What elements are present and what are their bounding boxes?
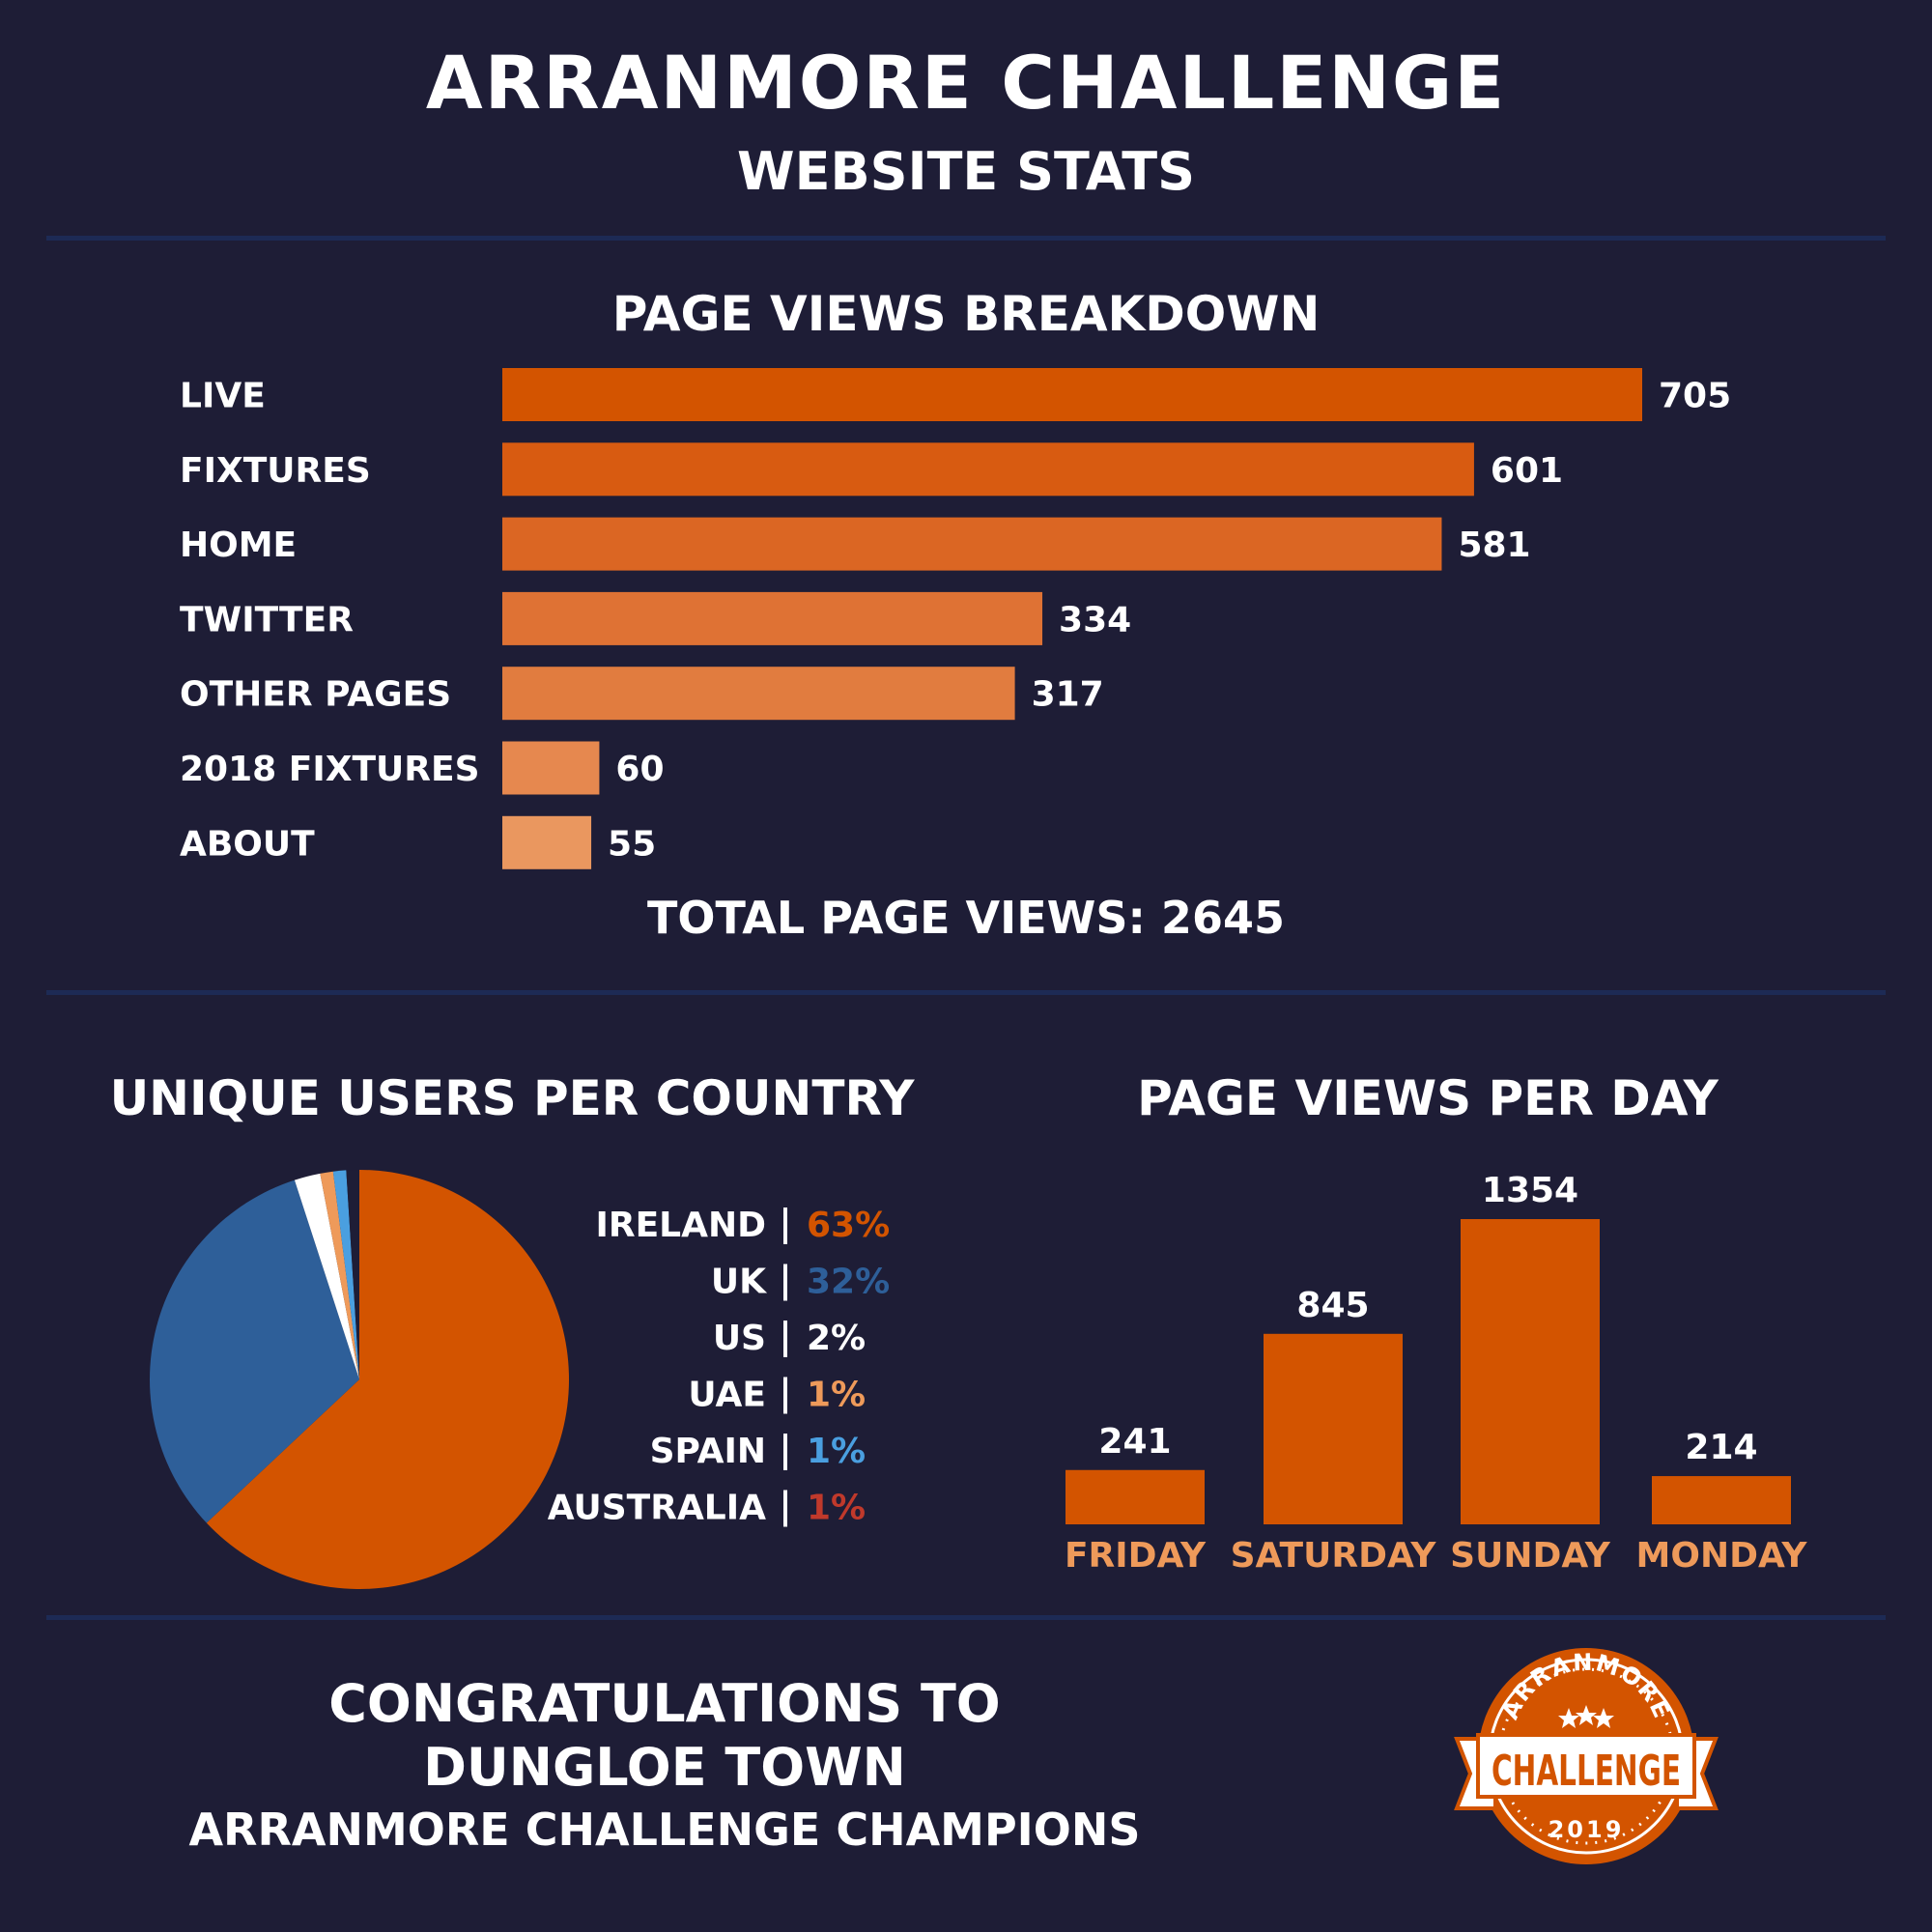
bar-label-home: HOME [180,526,297,565]
legend-separator-uae [783,1377,787,1414]
pie-slice-ireland [206,1170,569,1589]
bar-label-fixtures: FIXTURES [180,451,371,491]
unique-users-pie-chart [149,1170,569,1589]
legend-value-us: 2% [807,1319,866,1358]
page-views-per-day-chart: 241 FRIDAY 845 SATURDAY 1354 SUNDAY 214 MONDAY [1065,1171,1807,1576]
day-bar-friday [1065,1469,1205,1524]
three-stars-icon [1558,1705,1614,1728]
bar-label-2018-fixtures: 2018 FIXTURES [180,750,480,789]
logo-main-text: CHALLENGE [1492,1747,1681,1796]
logo-year: 2019 [1548,1816,1625,1843]
total-page-views: TOTAL PAGE VIEWS: 2645 [647,892,1285,944]
pie-slice-uk [149,1179,359,1523]
page-title: ARRANMORE CHALLENGE [426,40,1506,126]
legend-value-australia: 1% [807,1489,866,1528]
legend-label-ireland: IRELAND [595,1206,766,1245]
page-views-breakdown-chart: LIVE 705 FIXTURES 601 HOME 581 TWITTER 334 OTHER… [180,368,1731,869]
legend-value-spain: 1% [807,1432,866,1471]
bar-value-live: 705 [1659,377,1731,416]
arranmore-challenge-logo: ARRANMORE CHALLENGE 2019 [1454,1648,1719,1864]
day-value-friday: 241 [1098,1422,1171,1462]
bar-label-twitter: TWITTER [180,600,354,639]
day-bar-saturday [1264,1333,1403,1524]
bar-twitter [502,591,1043,645]
bar-value-home: 581 [1458,526,1530,565]
logo-ribbon [1476,1733,1696,1799]
bar-fixtures [502,442,1474,497]
congrats-line-3: ARRANMORE CHALLENGE CHAMPIONS [188,1804,1140,1856]
pie-slice-us [294,1173,359,1379]
bar-value-fixtures: 601 [1491,451,1563,491]
bar-about [502,815,592,869]
legend-separator-australia [783,1490,787,1527]
legend-separator-us [783,1321,787,1357]
day-label-monday: MONDAY [1636,1536,1808,1576]
pie-slice-uae [320,1171,359,1379]
divider-middle [46,990,1886,995]
bar-label-live: LIVE [180,377,266,416]
day-label-friday: FRIDAY [1065,1536,1207,1576]
page-subtitle: WEBSITE STATS [737,141,1195,202]
legend-separator-ireland [783,1208,787,1244]
legend-label-us: US [713,1319,766,1358]
congrats-line-1: CONGRATULATIONS TO [328,1673,1000,1734]
legend-label-spain: SPAIN [650,1432,766,1471]
bar-live [502,368,1642,421]
breakdown-chart-title: PAGE VIEWS BREAKDOWN [612,286,1321,342]
legend-label-uae: UAE [688,1376,766,1415]
pie-slice-australia [346,1170,359,1379]
day-bar-sunday [1461,1219,1600,1524]
day-value-saturday: 845 [1296,1286,1369,1325]
legend-separator-uk [783,1264,787,1301]
bar-value-about: 55 [608,824,656,864]
pie-slice-spain [332,1170,359,1379]
country-chart-title: UNIQUE USERS PER COUNTRY [110,1070,916,1126]
bar-label-about: ABOUT [180,824,315,864]
bar-label-other-pages: OTHER PAGES [180,675,451,715]
legend-value-uae: 1% [807,1376,866,1415]
day-value-sunday: 1354 [1482,1171,1578,1210]
day-label-sunday: SUNDAY [1450,1536,1611,1576]
bar-value-2018-fixtures: 60 [615,750,664,789]
divider-top [46,236,1886,241]
day-chart-title: PAGE VIEWS PER DAY [1137,1070,1719,1126]
bar-home [502,517,1442,571]
day-value-monday: 214 [1685,1428,1757,1467]
congrats-line-2: DUNGLOE TOWN [423,1737,906,1798]
day-bar-monday [1652,1476,1791,1524]
bar-value-twitter: 334 [1059,600,1131,639]
legend-label-uk: UK [711,1263,767,1302]
divider-bottom [46,1615,1886,1620]
bar-other-pages [502,667,1015,721]
legend-value-uk: 32% [807,1263,890,1302]
day-label-saturday: SATURDAY [1231,1536,1437,1576]
bar-value-other-pages: 317 [1032,675,1104,715]
legend-value-ireland: 63% [807,1206,890,1245]
bar-2018-fixtures [502,741,600,795]
legend-label-australia: AUSTRALIA [548,1489,766,1528]
legend-separator-spain [783,1434,787,1470]
country-legend: IRELAND 63% UK 32% US 2% UAE 1% SPAIN 1% AUSTRALIA… [548,1206,890,1528]
